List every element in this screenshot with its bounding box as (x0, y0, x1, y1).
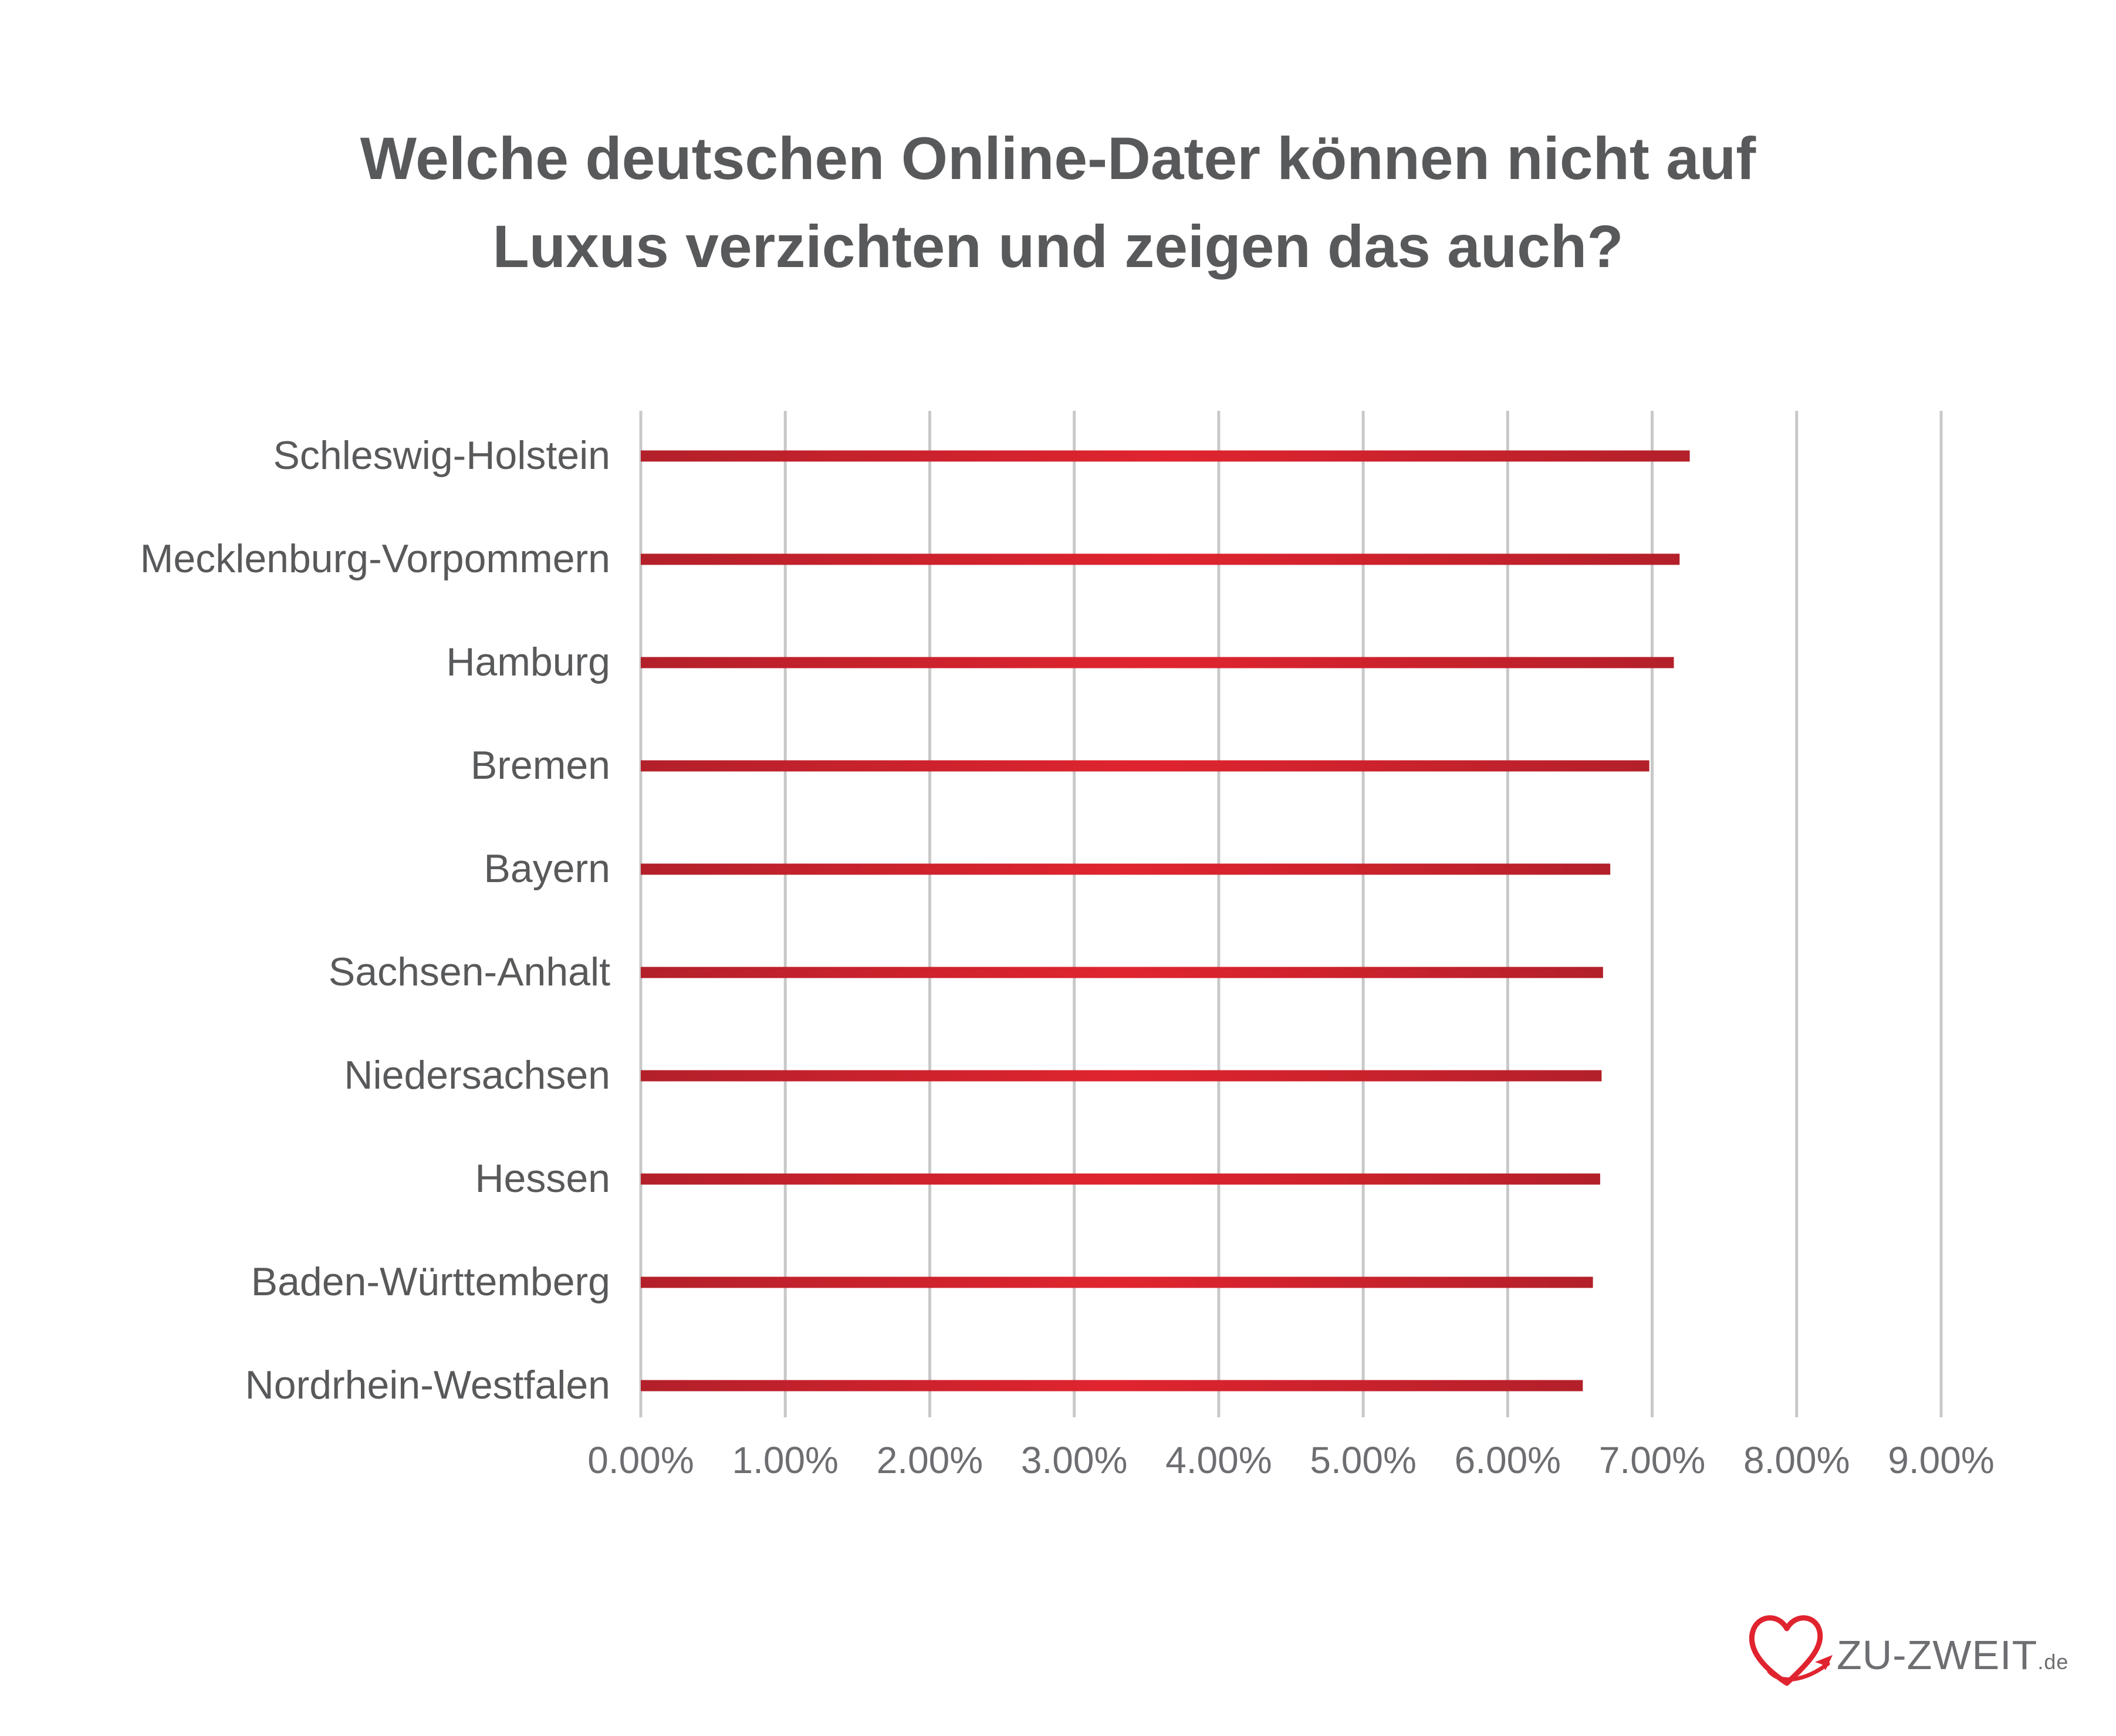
x-tick-label: 1.00% (732, 1439, 838, 1481)
x-tick-label: 6.00% (1455, 1439, 1561, 1481)
x-tick-labels: 0.00% 1.00% 2.00% 3.00% 4.00% 5.00% 6.00% 7.00%… (587, 1439, 1994, 1481)
bars (641, 450, 1690, 1391)
x-tick-label: 9.00% (1888, 1439, 1994, 1481)
x-tick-label: 5.00% (1310, 1439, 1416, 1481)
category-label: Bremen (471, 743, 610, 788)
category-label: Mecklenburg-Vorpommern (140, 536, 610, 581)
chart-title: Welche deutschen Online-Dater können nic… (0, 114, 2116, 291)
bar (641, 1070, 1602, 1082)
x-tick-label: 2.00% (877, 1439, 983, 1481)
category-label: Sachsen-Anhalt (329, 950, 610, 994)
bar (641, 1173, 1600, 1185)
grid-lines (639, 411, 1943, 1417)
x-tick-label: 4.00% (1165, 1439, 1272, 1481)
category-labels: Schleswig-Holstein Mecklenburg-Vorpommern… (140, 433, 610, 1407)
logo-suffix: .de (2037, 1650, 2069, 1674)
zu-zweit-logo: ZU-ZWEIT.de (1746, 1608, 2074, 1690)
bar (641, 450, 1690, 462)
bar (641, 1380, 1583, 1391)
logo-text: ZU-ZWEIT.de (1837, 1632, 2068, 1678)
bar (641, 760, 1649, 772)
chart-title-line-2: Luxus verzichten und zeigen das auch? (492, 213, 1624, 280)
bar (641, 863, 1611, 875)
bar (641, 657, 1674, 668)
bar (641, 1276, 1593, 1288)
category-label: Hamburg (446, 640, 610, 684)
category-label: Nordrhein-Westfalen (245, 1363, 610, 1407)
category-label: Niedersachsen (344, 1053, 610, 1097)
category-label: Hessen (475, 1156, 610, 1201)
bar (641, 553, 1680, 565)
heart-paper-plane-icon (1749, 1615, 1833, 1686)
chart-title-line-1: Welche deutschen Online-Dater können nic… (360, 125, 1756, 192)
category-label: Schleswig-Holstein (273, 433, 610, 478)
x-tick-label: 0.00% (587, 1439, 694, 1481)
x-tick-label: 7.00% (1599, 1439, 1705, 1481)
bar (641, 967, 1603, 978)
x-tick-label: 3.00% (1021, 1439, 1127, 1481)
category-label: Bayern (484, 846, 610, 891)
category-label: Baden-Württemberg (251, 1259, 610, 1304)
logo-name: ZU-ZWEIT (1837, 1632, 2038, 1678)
x-tick-label: 8.00% (1743, 1439, 1850, 1481)
